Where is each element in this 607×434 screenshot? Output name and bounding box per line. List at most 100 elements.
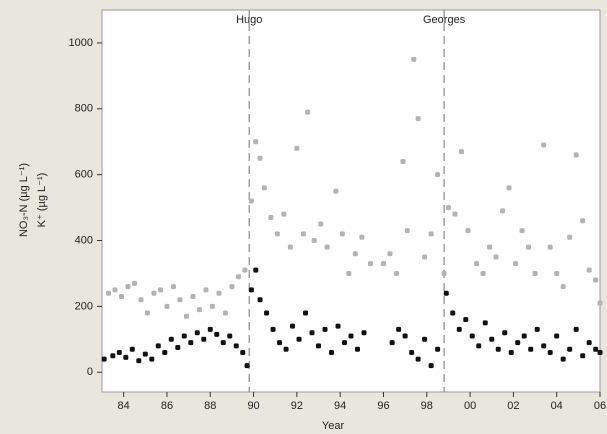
point [300, 231, 306, 237]
point [528, 346, 534, 352]
x-tick-label: 98 [421, 400, 433, 412]
y-tick-label: 0 [87, 366, 93, 378]
point [261, 185, 267, 191]
point [541, 142, 547, 148]
point [359, 234, 365, 240]
point [207, 326, 213, 332]
point [277, 340, 283, 346]
point [257, 155, 263, 161]
event-label: Hugo [236, 14, 262, 26]
point [194, 330, 200, 336]
point [227, 333, 233, 339]
point [162, 349, 168, 355]
x-tick-label: 86 [161, 400, 173, 412]
point [428, 363, 434, 369]
point [270, 326, 276, 332]
point [244, 363, 250, 369]
point [118, 294, 124, 299]
point [136, 358, 142, 364]
point [463, 317, 469, 323]
point [445, 205, 451, 211]
point [567, 346, 573, 352]
point [387, 251, 393, 257]
point [593, 346, 599, 352]
x-tick-label: 04 [551, 400, 563, 412]
point [309, 330, 315, 336]
point [354, 346, 360, 352]
point [487, 244, 493, 250]
x-tick-label: 88 [204, 400, 216, 412]
point [519, 228, 525, 234]
point [181, 333, 187, 339]
point [329, 349, 335, 355]
y-tick-label: 1000 [69, 37, 93, 49]
point [560, 356, 566, 362]
point [476, 343, 482, 349]
point [452, 211, 458, 217]
point [352, 251, 358, 257]
point [322, 326, 328, 332]
point [428, 231, 434, 237]
y-tick-label: 200 [75, 300, 93, 312]
point [493, 254, 499, 260]
point [216, 290, 222, 296]
point [144, 310, 150, 316]
point [281, 211, 287, 217]
point [554, 270, 560, 276]
point [264, 310, 270, 316]
point [415, 116, 421, 122]
point [515, 340, 521, 346]
point [489, 336, 495, 342]
point [435, 346, 441, 352]
point [389, 340, 395, 346]
point [458, 149, 464, 155]
point [257, 297, 263, 303]
point [214, 331, 220, 337]
point [248, 198, 254, 204]
event-label: Georges [423, 14, 466, 26]
x-axis-label: Year [322, 420, 345, 432]
point [203, 287, 209, 293]
point [409, 349, 415, 355]
point [175, 345, 181, 351]
point [348, 333, 354, 339]
point [411, 56, 417, 62]
point [597, 300, 603, 306]
point [129, 346, 135, 352]
y-axis-label: K⁺ (µg L⁻¹) [36, 173, 48, 228]
point [465, 228, 471, 234]
point [101, 356, 107, 362]
point [240, 349, 246, 355]
y-tick-label: 800 [75, 103, 93, 115]
point [164, 303, 170, 309]
point [168, 336, 174, 342]
point [151, 290, 157, 296]
point [573, 326, 579, 332]
x-tick-label: 06 [594, 400, 606, 412]
x-tick-label: 00 [464, 400, 476, 412]
point [450, 310, 456, 316]
point [396, 326, 402, 332]
point [149, 356, 155, 362]
point [170, 284, 176, 290]
point [209, 303, 215, 309]
point [593, 277, 599, 283]
point [316, 343, 322, 349]
point [242, 267, 248, 273]
point [495, 346, 501, 352]
point [105, 290, 111, 296]
point [294, 145, 300, 151]
point [532, 270, 538, 276]
point [155, 343, 161, 349]
point [547, 349, 553, 355]
point [422, 336, 428, 342]
point [508, 349, 514, 355]
point [248, 287, 254, 293]
point [183, 313, 189, 319]
point [560, 284, 566, 290]
point [283, 346, 289, 352]
point [597, 349, 603, 355]
point [268, 214, 274, 220]
point [506, 185, 512, 191]
